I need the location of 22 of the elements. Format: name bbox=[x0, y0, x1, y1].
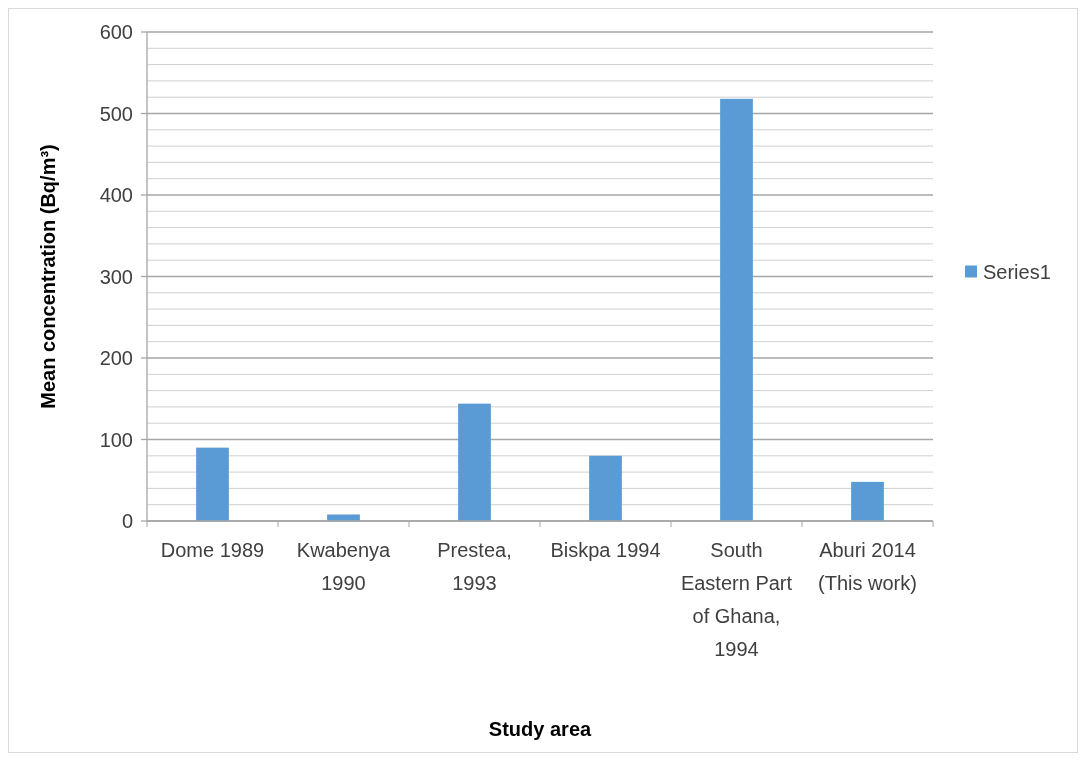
x-tick-label: Kwabenya 1990 bbox=[296, 539, 392, 594]
y-axis-title: Mean concentration (Bq/m³) bbox=[37, 144, 59, 409]
bar bbox=[851, 481, 884, 521]
x-tick-label: Aburi 2014 (This work) bbox=[818, 539, 917, 594]
bar bbox=[327, 514, 360, 521]
y-tick-label: 600 bbox=[99, 21, 133, 43]
x-tick-label: Dome 1989 bbox=[160, 539, 265, 561]
y-tick-label: 400 bbox=[99, 184, 133, 206]
x-tick-label: Biskpa 1994 bbox=[550, 539, 661, 561]
y-tick-label: 0 bbox=[121, 510, 133, 532]
bar bbox=[458, 403, 491, 521]
legend-label: Series1 bbox=[983, 260, 1051, 283]
x-tick-label: South Eastern Part of Ghana, 1994 bbox=[680, 539, 793, 660]
bar bbox=[196, 447, 229, 521]
y-tick-label: 100 bbox=[99, 428, 133, 451]
y-tick-label: 300 bbox=[99, 265, 133, 288]
x-axis-title: Study area bbox=[488, 718, 593, 740]
bar bbox=[720, 98, 753, 521]
bar bbox=[589, 455, 622, 521]
y-tick-label: 500 bbox=[99, 102, 133, 125]
x-tick-label: Prestea, 1993 bbox=[437, 539, 512, 594]
y-tick-label: 200 bbox=[99, 347, 133, 369]
